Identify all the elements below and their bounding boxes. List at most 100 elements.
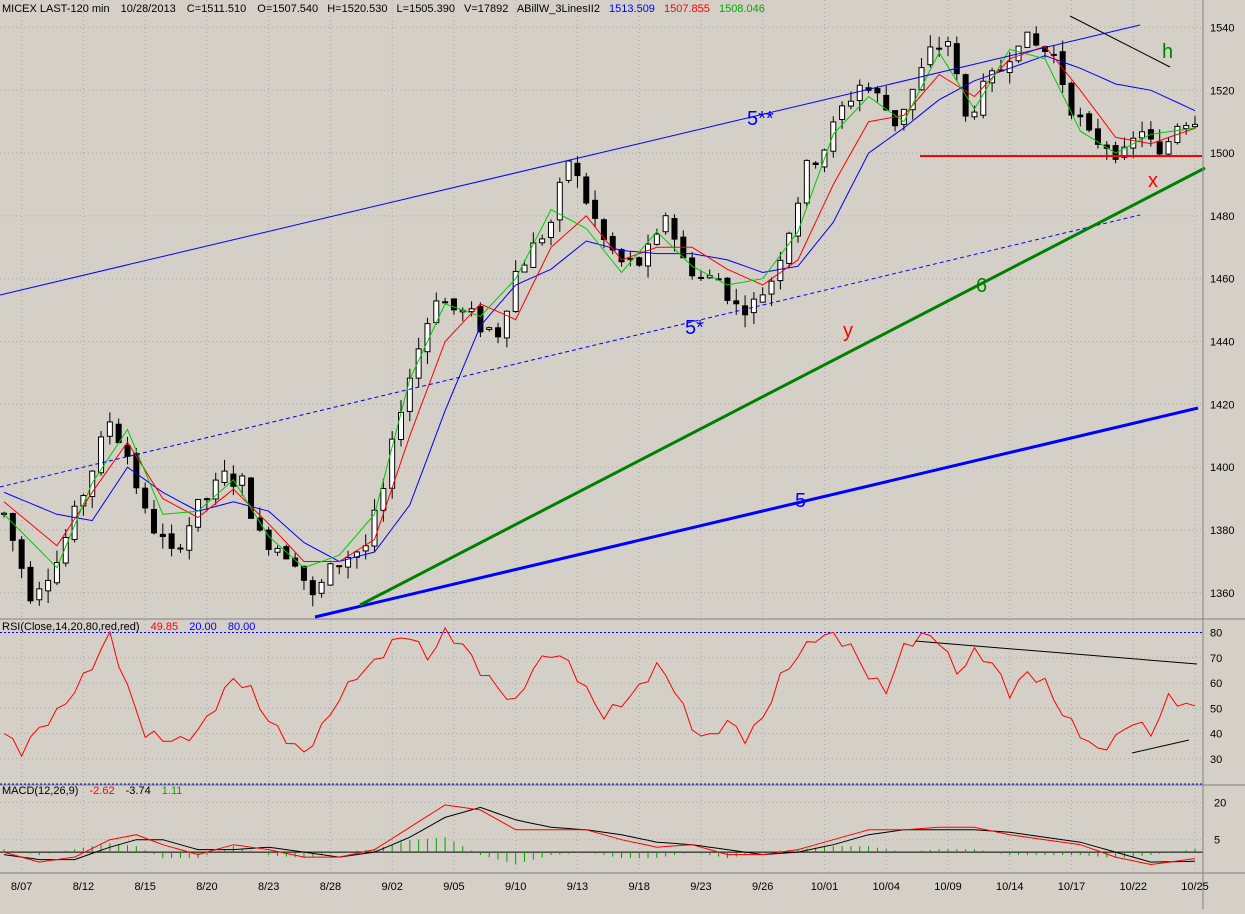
rsi-line: [3, 626, 1196, 758]
x-tick-label: 8/07: [11, 881, 32, 893]
candle-body: [477, 306, 484, 333]
candle-body: [62, 536, 69, 564]
price-tick-label: 1500: [1210, 148, 1234, 160]
price-tick-label: 1520: [1210, 85, 1234, 97]
candle-body: [803, 159, 810, 204]
open-text: O=1507.540: [257, 3, 318, 15]
candle-body: [927, 46, 934, 66]
candle-body: [697, 276, 704, 279]
candle-body: [856, 84, 863, 101]
price-tick-label: 1360: [1210, 588, 1234, 600]
x-tick-label: 10/17: [1058, 881, 1086, 893]
label-6: 6: [976, 275, 987, 297]
label-5star: 5*: [685, 317, 704, 339]
candle-body: [918, 67, 925, 91]
candle-body: [212, 479, 219, 500]
candle-body: [980, 80, 987, 116]
x-tick-label: 10/09: [934, 881, 962, 893]
candle-body: [256, 517, 263, 531]
candle-body: [671, 218, 678, 240]
candle-body: [495, 327, 502, 338]
candle-body: [592, 199, 599, 219]
candle-body: [556, 181, 563, 221]
price-tick-label: 1460: [1210, 274, 1234, 286]
candle-body: [1112, 145, 1119, 160]
price-tick-label: 1440: [1210, 337, 1234, 349]
candle-body: [653, 233, 660, 245]
candle-body: [159, 533, 166, 538]
candle-body: [795, 202, 801, 237]
candle-body: [239, 475, 246, 486]
candle-body: [989, 70, 996, 84]
candle-body: [318, 581, 325, 594]
x-tick-label: 8/28: [320, 881, 341, 893]
candle-body: [18, 539, 25, 569]
candle-body: [98, 436, 105, 474]
candle-body: [971, 111, 978, 118]
label-5: 5: [795, 490, 806, 512]
high-text: H=1520.530: [327, 3, 387, 15]
rsi-tick-label: 60: [1210, 678, 1222, 690]
candle-body: [406, 377, 413, 412]
candle-body: [1165, 141, 1172, 155]
x-tick-label: 8/12: [73, 881, 94, 893]
candle-body: [221, 470, 228, 483]
macd-header: MACD(12,26,9) -2.62 -3.74 1.11: [2, 785, 182, 797]
rsi-upper: 80.00: [228, 621, 256, 633]
candle-body: [636, 257, 643, 266]
rsi-tick-label: 80: [1210, 628, 1222, 640]
price-panel: [1, 26, 1198, 607]
candle-body: [750, 298, 757, 314]
price-tick-label: 1380: [1210, 525, 1234, 537]
dashed-channel-line-5star: [0, 214, 1141, 488]
candle-body: [168, 533, 175, 549]
ind-red-text: 1507.855: [664, 3, 710, 15]
label-5dstar: 5**: [747, 108, 774, 130]
candle-body: [830, 121, 837, 152]
candle-body: [265, 529, 272, 550]
candle-body: [450, 298, 457, 311]
candle-body: [759, 294, 766, 303]
x-tick-label: 10/04: [872, 881, 900, 893]
candle-body: [618, 249, 625, 263]
candle-body: [345, 556, 352, 568]
candle-body: [512, 270, 519, 312]
candle-body: [248, 477, 255, 519]
candle-body: [944, 41, 951, 47]
rsi-tick-label: 40: [1210, 729, 1222, 741]
candle-body: [662, 215, 669, 233]
rsi-tick-label: 50: [1210, 703, 1222, 715]
candle-body: [874, 88, 881, 94]
candle-body: [1086, 113, 1093, 131]
candle-body: [574, 162, 581, 177]
x-tick-label: 10/25: [1181, 881, 1209, 893]
candle-body: [71, 505, 78, 541]
rsi-tick-label: 70: [1210, 653, 1222, 665]
macd-panel: [0, 804, 1203, 866]
candle-body: [768, 280, 775, 295]
candle-body: [442, 301, 449, 304]
x-tick-label: 9/23: [690, 881, 711, 893]
ind-green-text: 1508.046: [719, 3, 765, 15]
blue-trendline-5: [314, 406, 1199, 619]
candle-body: [847, 100, 854, 107]
symbol-text: MICEX LAST-120 min: [2, 3, 110, 15]
x-tick-label: 10/14: [996, 881, 1024, 893]
macd-tick-label: 5: [1214, 835, 1220, 847]
candle-body: [336, 565, 343, 568]
macd-line: [3, 804, 1196, 866]
candle-body: [124, 444, 131, 457]
candle-body: [486, 327, 493, 330]
candle-body: [883, 94, 890, 111]
candle-body: [742, 305, 749, 316]
candle-body: [786, 232, 793, 264]
candle-body: [936, 47, 943, 50]
rsi-tick-label: 30: [1210, 754, 1222, 766]
candle-body: [36, 588, 43, 601]
x-tick-label: 9/10: [505, 881, 526, 893]
candle-body: [521, 264, 528, 273]
